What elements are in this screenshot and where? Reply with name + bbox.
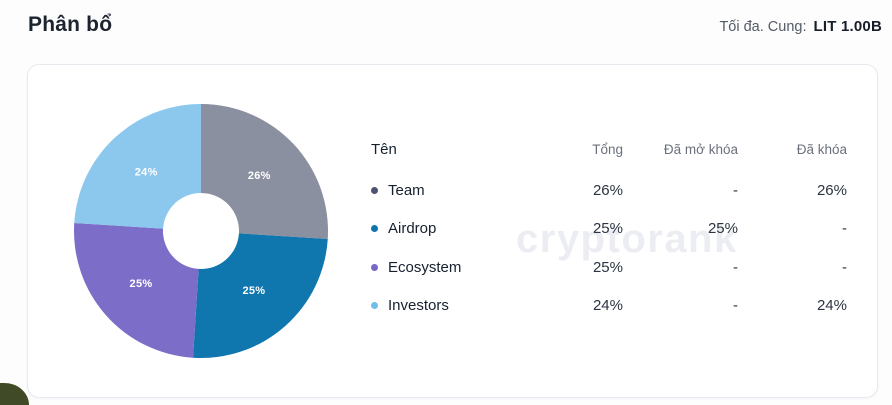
row-name-label: Investors [388,297,449,315]
row-name-label: Ecosystem [388,258,462,276]
donut-slice-airdrop[interactable] [193,233,328,359]
max-supply-value: LIT 1.00B [813,18,882,35]
legend-dot-icon [371,263,378,271]
row-locked: - [842,220,847,238]
table-body: Team 26% -26% Airdrop 25% 25% - Ecosystem 25% - - I… [371,171,847,325]
row-locked: 26% [816,181,847,199]
row-name-label: Airdrop [388,220,437,238]
table-row-airdrop: Airdrop 25% 25% - [371,210,847,249]
row-unlocked: 25% [707,220,738,238]
donut-slice-label: 24% [135,167,158,179]
legend-dot-icon [371,225,378,233]
row-name-label: Team [388,181,425,199]
row-unlocked: - [733,297,738,315]
page-title: Phân bổ [28,13,113,36]
row-name: Airdrop [371,220,521,237]
row-unlocked: - [733,258,738,276]
table-row-investors: Investors 24% - 24% [371,287,847,326]
donut-slice-team[interactable] [201,104,329,239]
watermark: cryptorank [516,217,738,261]
col-header-total: Tổng [592,141,623,157]
allocation-donut-chart: 26% 25% 25% 24% [66,96,336,366]
col-header-locked: Đã khóa [796,141,847,157]
max-supply-label: Tối đa. Cung: [719,19,807,35]
row-unlocked: - [733,181,738,199]
allocation-card: cryptorank 26% 25% 25% 24% Tên Tổng Đã mở k… [27,64,878,398]
row-total: 25% [592,220,623,238]
row-name: Ecosystem [371,259,521,276]
row-locked: - [842,258,847,276]
donut-slice-label: 25% [130,278,153,290]
row-total: 24% [592,297,623,315]
donut-slice-label: 26% [248,170,271,182]
allocation-table: Tên Tổng Đã mở khóa Đã khóa Team 26% - 26% A… [371,137,847,325]
table-row-team: Team 26% - 26% [371,171,847,210]
row-total: 25% [592,258,623,276]
row-name: Team [371,182,521,199]
col-header-name: Tên [371,140,397,158]
max-supply: Tối đa. Cung: LIT 1.00B [719,18,882,35]
donut-svg: 26% 25% 25% 24% [73,104,329,359]
col-header-unlocked: Đã mở khóa [663,141,738,157]
row-locked: 24% [816,297,847,315]
table-row-ecosystem: Ecosystem 25% - - [371,248,847,287]
row-name: Investors [371,297,521,314]
page-header: Phân bổ Tối đa. Cung: LIT 1.00B [28,13,882,37]
donut-slice-investors[interactable] [74,104,201,229]
legend-dot-icon [371,302,378,310]
donut-slice-ecosystem[interactable] [73,223,199,358]
donut-slice-label: 25% [242,285,265,297]
legend-dot-icon [371,186,378,194]
table-header-row: Tên Tổng Đã mở khóa Đã khóa [371,137,847,161]
row-total: 26% [592,181,623,199]
background-image-fragment [0,383,29,405]
